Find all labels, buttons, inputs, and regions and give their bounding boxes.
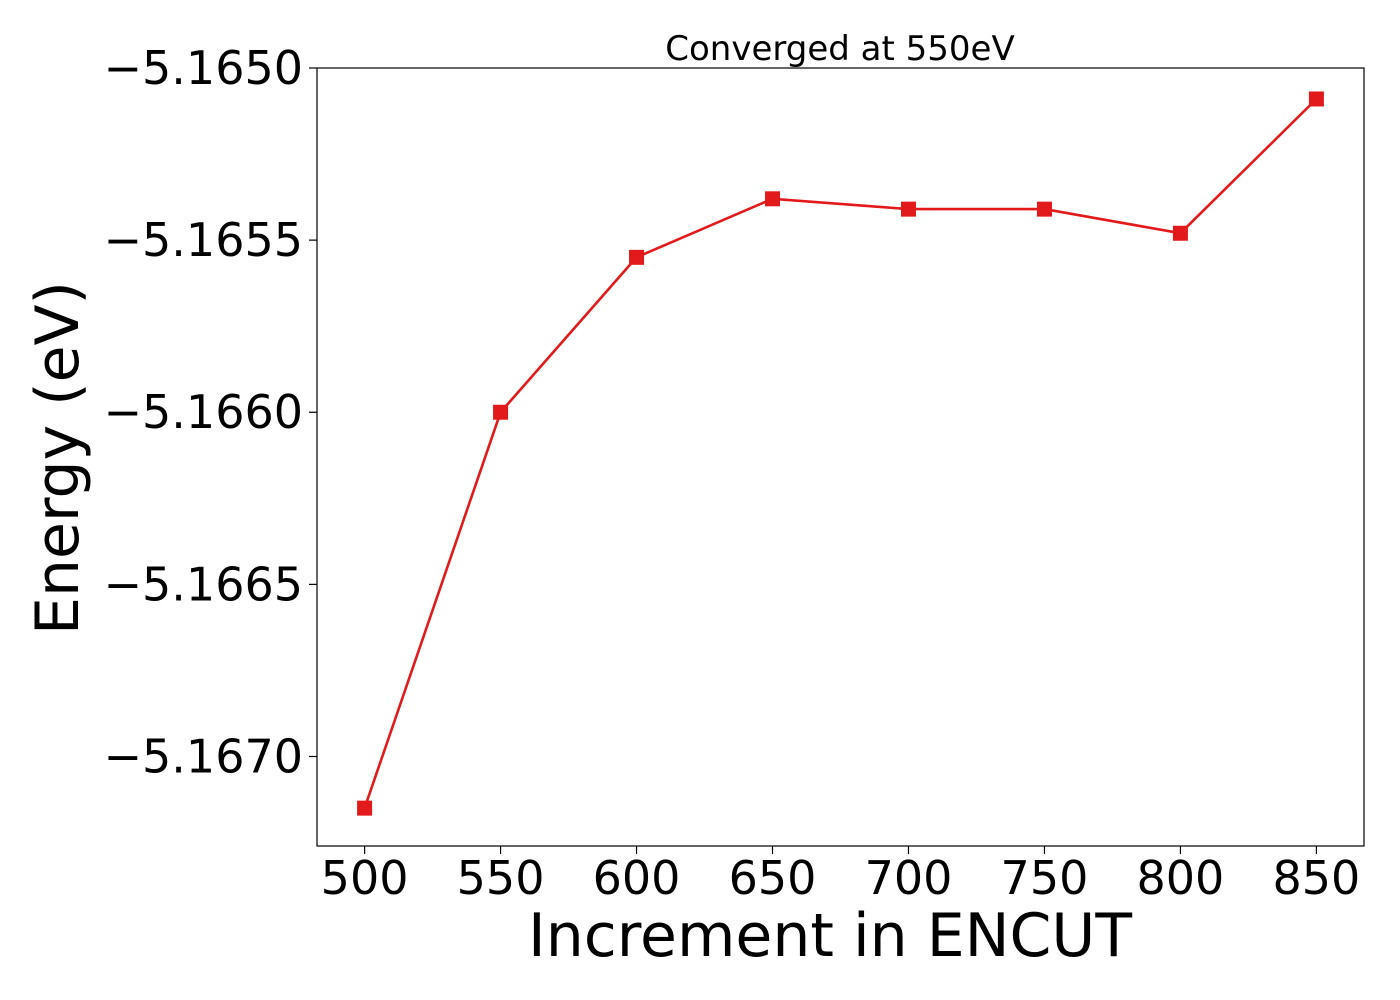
data-point: [629, 249, 645, 265]
y-tick-label: −5.1650: [104, 41, 304, 95]
data-point: [1308, 91, 1324, 107]
y-axis-label: Energy (eV): [23, 281, 93, 635]
x-tick-label: 850: [1273, 851, 1361, 905]
x-tick-label: 750: [1001, 851, 1089, 905]
x-tick-label: 550: [457, 851, 545, 905]
y-tick-label: −5.1655: [104, 213, 304, 267]
data-point: [765, 191, 781, 207]
x-ticks: 500 550 600 650 700 750 800 850: [321, 846, 1361, 905]
x-tick-label: 800: [1137, 851, 1225, 905]
x-tick-label: 700: [865, 851, 953, 905]
y-tick-label: −5.1670: [104, 729, 304, 783]
series-line: [363, 98, 1318, 809]
data-point: [493, 404, 509, 420]
data-point: [357, 800, 373, 816]
data-point: [1172, 225, 1188, 241]
data-point: [900, 201, 916, 217]
chart-title: Converged at 550eV: [665, 29, 1014, 69]
y-tick-label: −5.1665: [104, 557, 304, 611]
data-point: [1036, 201, 1052, 217]
x-axis-label: Increment in ENCUT: [528, 901, 1132, 971]
plot-area-frame: [316, 67, 1365, 847]
x-tick-label: 600: [593, 851, 681, 905]
series-group: [357, 91, 1324, 816]
y-ticks: −5.1650 −5.1655 −5.1660 −5.1665 −5.1670: [104, 41, 317, 783]
x-tick-label: 500: [321, 851, 409, 905]
y-tick-label: −5.1660: [104, 385, 304, 439]
x-tick-label: 650: [729, 851, 817, 905]
